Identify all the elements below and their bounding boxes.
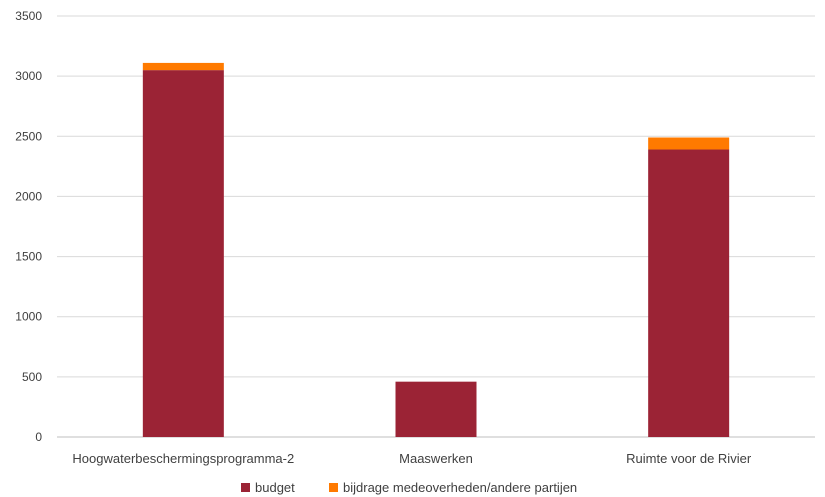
legend: budget bijdrage medeoverheden/andere part… — [241, 480, 577, 495]
y-tick-label: 2000 — [15, 189, 42, 203]
bar-budget-0 — [142, 70, 224, 437]
bar-budget-2 — [648, 149, 730, 437]
y-axis-tick-labels: 0 500 1000 1500 2000 2500 3000 3500 — [15, 9, 42, 444]
y-tick-label: 2500 — [15, 129, 42, 143]
y-tick-label: 500 — [22, 370, 42, 384]
bar-bijdrage-0 — [142, 62, 224, 71]
bar-budget-1 — [395, 381, 477, 437]
legend-label: bijdrage medeoverheden/andere partijen — [343, 480, 577, 495]
legend-swatch — [241, 483, 250, 492]
y-tick-label: 1000 — [15, 310, 42, 324]
x-category-label: Maaswerken — [399, 451, 473, 466]
y-tick-label: 3000 — [15, 69, 42, 83]
y-tick-label: 0 — [35, 430, 42, 444]
x-category-label: Ruimte voor de Rivier — [626, 451, 752, 466]
bars — [142, 62, 730, 437]
x-axis-category-labels: Hoogwaterbeschermingsprogramma-2 Maaswerk… — [72, 451, 751, 466]
legend-swatch — [329, 483, 338, 492]
y-tick-label: 3500 — [15, 9, 42, 23]
legend-label: budget — [255, 480, 295, 495]
y-tick-label: 1500 — [15, 250, 42, 264]
bar-bijdrage-2 — [648, 137, 730, 150]
x-category-label: Hoogwaterbeschermingsprogramma-2 — [72, 451, 294, 466]
